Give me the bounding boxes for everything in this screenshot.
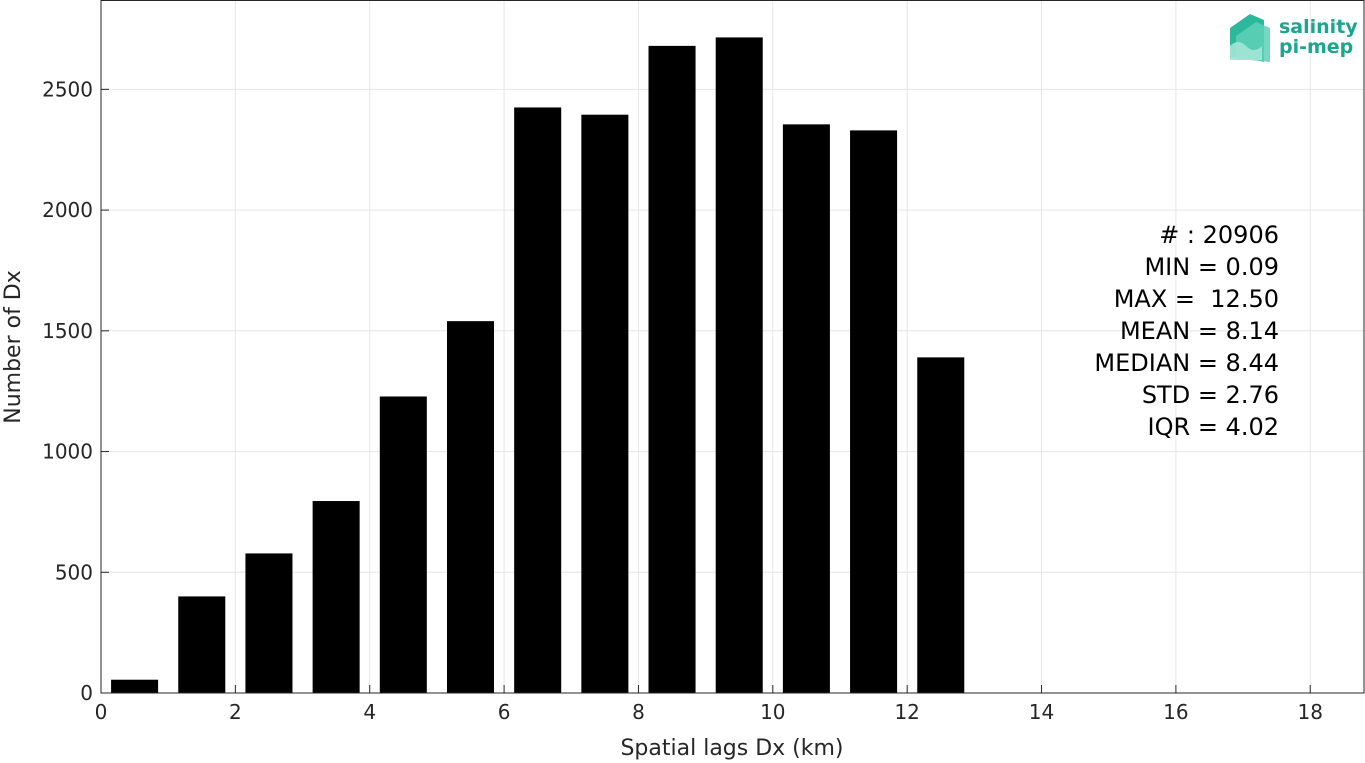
y-axis-title: Number of Dx xyxy=(1,270,26,424)
x-axis-ticks: 0 2 4 6 8 10 12 14 16 18 xyxy=(95,685,1323,724)
axes-box xyxy=(100,0,1365,694)
histogram-bar-2 xyxy=(245,553,293,693)
stat-line-2: MAX = 12.50 xyxy=(1114,285,1279,313)
x-tick-label-16: 16 xyxy=(1163,700,1188,724)
x-tick-label-0: 0 xyxy=(95,700,108,724)
x-tick-label-10: 10 xyxy=(760,700,785,724)
logo-text-salinity: salinity xyxy=(1279,16,1358,38)
histogram-bar-4 xyxy=(379,396,427,693)
x-tick-label-12: 12 xyxy=(894,700,919,724)
logo-text-pi-mep: pi-mep xyxy=(1279,36,1353,58)
histogram-bar-1 xyxy=(178,596,226,693)
histogram-bar-0 xyxy=(111,679,159,693)
x-tick-label-6: 6 xyxy=(498,700,511,724)
x-axis-title: Spatial lags Dx (km) xyxy=(620,736,843,761)
y-tick-label-1000: 1000 xyxy=(42,440,93,464)
stats-annotation: # : 20906 MIN = 0.09 MAX = 12.50 MEAN = 8.1… xyxy=(1094,221,1279,441)
stat-line-4: MEDIAN = 8.44 xyxy=(1094,349,1279,377)
x-tick-label-18: 18 xyxy=(1298,700,1323,724)
y-tick-label-2000: 2000 xyxy=(42,198,93,222)
stat-line-3: MEAN = 8.14 xyxy=(1120,317,1279,345)
y-tick-label-0: 0 xyxy=(80,681,93,705)
histogram-bar-10 xyxy=(782,124,830,694)
y-tick-label-500: 500 xyxy=(55,560,93,584)
x-tick-label-2: 2 xyxy=(229,700,242,724)
y-axis-ticks: 0 500 1000 1500 2000 2500 xyxy=(42,77,109,705)
histogram-bar-8 xyxy=(648,45,696,693)
y-tick-label-1500: 1500 xyxy=(42,319,93,343)
x-tick-label-8: 8 xyxy=(632,700,645,724)
stat-line-1: MIN = 0.09 xyxy=(1144,253,1279,281)
x-tick-label-14: 14 xyxy=(1029,700,1054,724)
histogram-bar-12 xyxy=(917,357,965,693)
stat-line-0: # : 20906 xyxy=(1159,221,1279,249)
histogram-bar-6 xyxy=(514,107,562,693)
histogram-bar-3 xyxy=(312,501,360,693)
bars xyxy=(111,37,965,694)
histogram-bar-7 xyxy=(581,114,629,693)
stat-line-5: STD = 2.76 xyxy=(1142,381,1279,409)
histogram-bar-11 xyxy=(850,130,898,693)
stat-line-6: IQR = 4.02 xyxy=(1148,413,1279,441)
histogram-bar-5 xyxy=(446,321,495,693)
histogram-bar-9 xyxy=(715,37,763,694)
y-tick-label-2500: 2500 xyxy=(42,77,93,101)
salinity-pi-mep-logo: salinity pi-mep xyxy=(1230,14,1358,62)
logo-wave-icon xyxy=(1230,14,1270,62)
x-tick-label-4: 4 xyxy=(363,700,376,724)
